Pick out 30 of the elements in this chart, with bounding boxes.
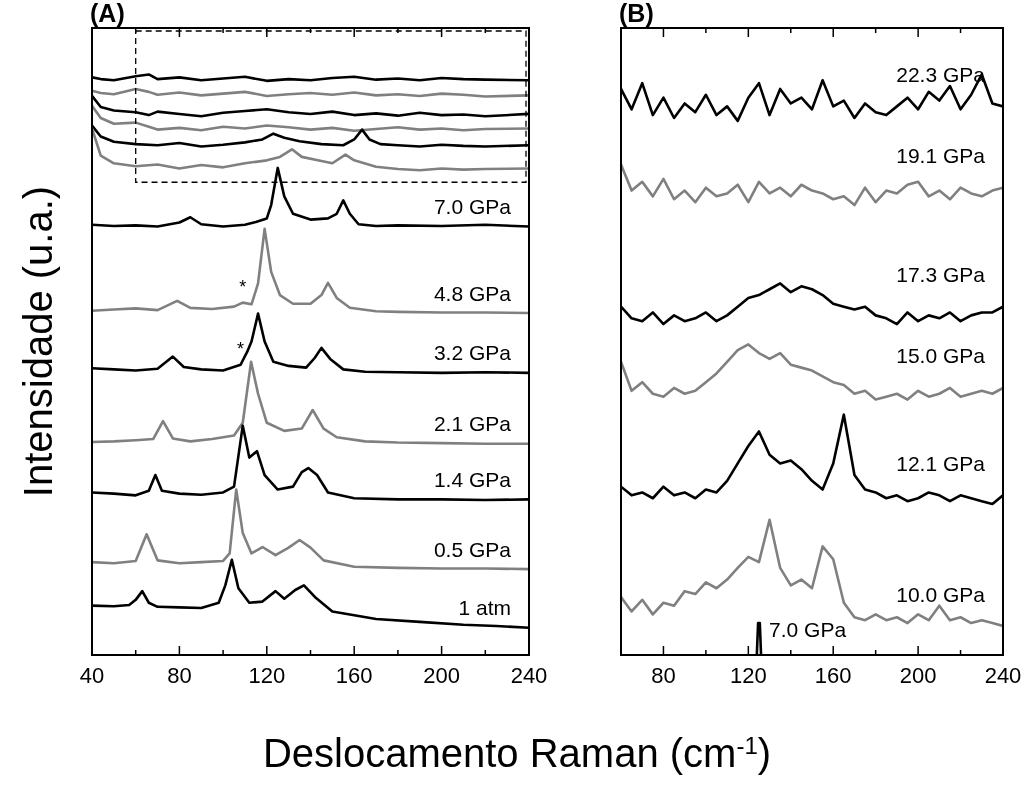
series-label: 17.3 GPa	[896, 263, 986, 287]
series-label: 15.0 GPa	[896, 344, 986, 368]
series-label: 10.0 GPa	[896, 582, 986, 606]
x-tick-label: 80	[651, 663, 676, 688]
series-label: 12.1 GPa	[896, 451, 986, 475]
x-tick-label: 120	[248, 663, 286, 688]
y-axis-title: Intensidade (u.a.)	[16, 185, 60, 498]
series-label: 7.0 GPa	[433, 195, 512, 219]
x-axis-title: Deslocamento Raman (cm$^{-1}$)	[262, 731, 772, 775]
annotation: *	[237, 339, 245, 360]
series-label: 19.1 GPa	[896, 144, 986, 168]
x-tick-label: 240	[984, 663, 1022, 688]
x-tick-label: 40	[79, 663, 105, 688]
series-label: 3.2 GPa	[433, 341, 512, 365]
x-tick-label: 120	[729, 663, 767, 688]
series-label: 4.8 GPa	[433, 281, 512, 305]
x-tick-label: 80	[167, 663, 192, 688]
chart-title: (A)	[90, 0, 125, 27]
annotation: *	[239, 277, 247, 298]
chart-title: (B)	[619, 0, 654, 27]
x-tick-label: 160	[814, 663, 852, 688]
x-tick-label: 240	[510, 663, 548, 688]
series-label: 2.1 GPa	[433, 412, 512, 436]
x-tick-label: 200	[899, 663, 937, 688]
x-tick-label: 160	[335, 663, 373, 688]
x-tick-label: 200	[423, 663, 460, 688]
series-label: 1.4 GPa	[433, 467, 512, 491]
series-label: 1 atm	[458, 596, 511, 620]
series-label: 7.0 GPa	[769, 617, 847, 641]
series-label: 0.5 GPa	[433, 537, 512, 561]
